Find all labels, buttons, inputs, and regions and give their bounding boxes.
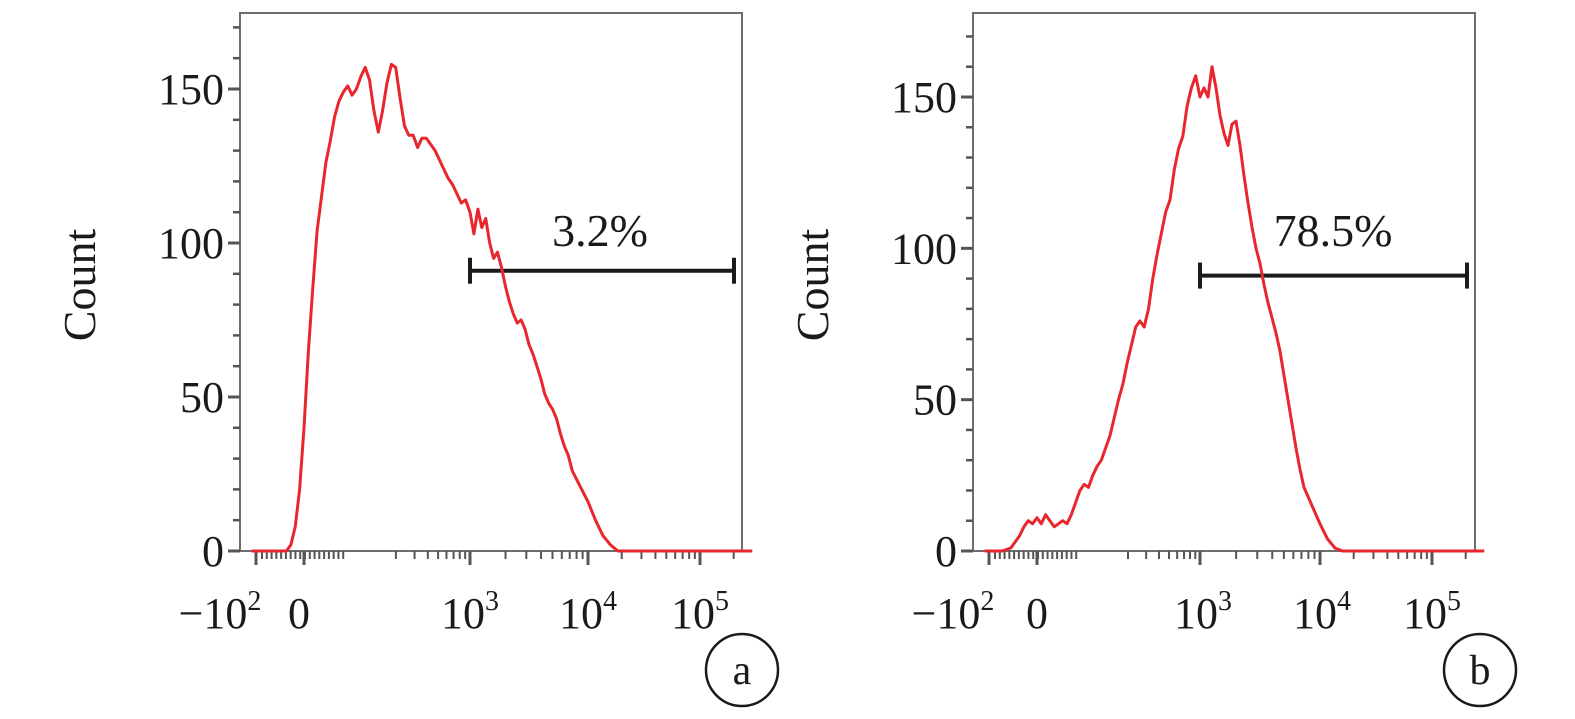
tick-label-y: 100 xyxy=(158,219,224,268)
svg-text:0: 0 xyxy=(288,589,310,638)
y-axis-label: Count xyxy=(54,229,105,342)
tick-label-y: 0 xyxy=(202,527,224,576)
x-axis xyxy=(987,551,1467,565)
histogram-series xyxy=(984,65,1485,553)
y-axis: 0 50 100 150 xyxy=(158,26,240,576)
svg-text:−102: −102 xyxy=(179,586,262,638)
tick-label-x-1: 0 xyxy=(288,589,310,638)
x-axis xyxy=(254,551,735,565)
tick-label-x-0: −102 xyxy=(179,586,262,638)
tick-label-y: 150 xyxy=(891,73,957,122)
svg-text:0: 0 xyxy=(1026,589,1048,638)
tick-label-y: 100 xyxy=(891,224,957,273)
panel-b: 0 50 100 150 Count −102 0 103 104 105 78.5%… xyxy=(787,12,1518,708)
gate-marker xyxy=(468,257,736,284)
panel-label: b xyxy=(1470,648,1491,694)
tick-label-x-0: −102 xyxy=(912,586,995,638)
svg-text:105: 105 xyxy=(671,586,729,638)
panel-label-circle xyxy=(1442,632,1518,708)
tick-label-y: 50 xyxy=(180,373,224,422)
tick-label-x-2: 103 xyxy=(1174,586,1232,638)
panel-label: a xyxy=(733,648,752,694)
gate-label: 3.2% xyxy=(552,205,648,256)
tick-label-x-3: 104 xyxy=(559,586,617,638)
svg-text:103: 103 xyxy=(441,586,499,638)
svg-text:−102: −102 xyxy=(912,586,995,638)
tick-label-x-3: 104 xyxy=(1293,586,1351,638)
histogram-series xyxy=(251,62,753,553)
plot-frame xyxy=(972,12,1476,552)
tick-label-x-2: 103 xyxy=(441,586,499,638)
tick-label-y: 0 xyxy=(935,527,957,576)
svg-text:103: 103 xyxy=(1174,586,1232,638)
svg-text:104: 104 xyxy=(559,586,617,638)
y-axis-label: Count xyxy=(787,229,838,342)
tick-label-x-4: 105 xyxy=(1403,586,1461,638)
plot-frame xyxy=(239,12,743,552)
gate-marker xyxy=(1198,262,1469,289)
tick-label-x-4: 105 xyxy=(671,586,729,638)
tick-label-y: 50 xyxy=(913,376,957,425)
gate-label: 78.5% xyxy=(1274,205,1393,256)
tick-label-y: 150 xyxy=(158,65,224,114)
svg-text:104: 104 xyxy=(1293,586,1351,638)
panel-label-circle xyxy=(704,632,780,708)
tick-label-x-1: 0 xyxy=(1026,589,1048,638)
svg-text:105: 105 xyxy=(1403,586,1461,638)
y-axis: 0 50 100 150 xyxy=(891,35,973,576)
